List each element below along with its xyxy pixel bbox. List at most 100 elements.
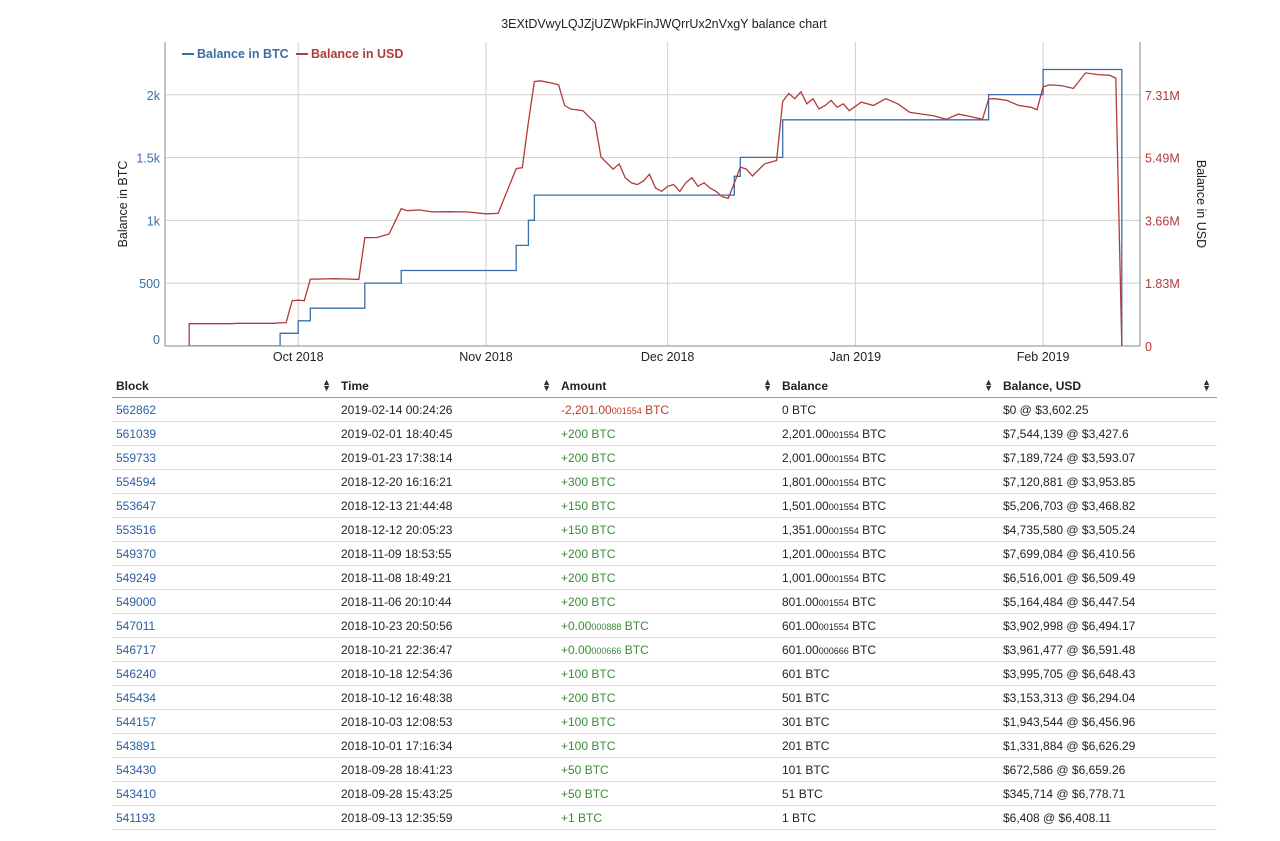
column-header-balance-usd[interactable]: Balance, USD ▲ ▼ [999, 374, 1217, 398]
cell-balance-usd: $5,164,484 @ $6,447.54 [999, 589, 1217, 614]
cell-block: 549249 [112, 565, 337, 590]
amount-unit: BTC [621, 642, 649, 657]
cell-time: 2018-12-13 21:44:48 [337, 493, 557, 518]
amount-unit: BTC [588, 546, 616, 561]
block-link[interactable]: 553516 [116, 522, 157, 537]
cell-balance: 1,351.00001554 BTC [778, 517, 999, 542]
cell-time: 2018-09-13 12:35:59 [337, 805, 557, 830]
balance-main: 201 [782, 738, 803, 753]
block-link[interactable]: 543430 [116, 762, 157, 777]
block-link[interactable]: 562862 [116, 402, 157, 417]
block-link[interactable]: 549000 [116, 594, 157, 609]
cell-amount: +200 BTC [557, 445, 778, 470]
balance-unit: BTC [795, 786, 823, 801]
cell-balance: 1,501.00001554 BTC [778, 493, 999, 518]
balance-main: 601 [782, 666, 803, 681]
amount-unit: BTC [588, 738, 616, 753]
balance-unit: BTC [802, 714, 830, 729]
sort-updown-icon[interactable]: ▲ ▼ [322, 377, 331, 393]
sort-updown-icon[interactable]: ▲ ▼ [763, 377, 772, 393]
block-link[interactable]: 546717 [116, 642, 157, 657]
cell-amount: +150 BTC [557, 517, 778, 542]
sort-updown-icon[interactable]: ▲ ▼ [984, 377, 993, 393]
amount-main: +300 [561, 474, 589, 489]
cell-block: 549000 [112, 589, 337, 614]
column-header-label: Balance, USD [1003, 378, 1082, 393]
cell-time: 2018-11-08 18:49:21 [337, 565, 557, 590]
cell-time: 2018-11-06 20:10:44 [337, 589, 557, 614]
balance-main: 1,351.00 [782, 522, 829, 537]
balance-main: 2,201.00 [782, 426, 829, 441]
balance-unit: BTC [802, 762, 830, 777]
sort-updown-icon[interactable]: ▲ ▼ [1202, 377, 1211, 393]
block-link[interactable]: 547011 [116, 618, 156, 633]
y-right-tick-label: 3.66M [1145, 214, 1180, 228]
block-link[interactable]: 545434 [116, 690, 157, 705]
amount-unit: BTC [588, 666, 616, 681]
amount-main: +50 [561, 786, 582, 801]
column-header-amount[interactable]: Amount ▲ ▼ [557, 374, 778, 398]
column-header-label: Block [116, 378, 149, 393]
cell-balance-usd: $7,544,139 @ $3,427.6 [999, 421, 1217, 446]
cell-block: 543410 [112, 781, 337, 806]
cell-block: 554594 [112, 469, 337, 494]
cell-time: 2019-02-01 18:40:45 [337, 421, 557, 446]
chart-axes: Oct 2018 Nov 2018 Dec 2018 Jan 2019 Feb 2019… [136, 42, 1180, 364]
block-link[interactable]: 544157 [116, 714, 157, 729]
balance-unit: BTC [858, 450, 887, 465]
block-link[interactable]: 546240 [116, 666, 157, 681]
column-header-label: Balance [782, 378, 829, 393]
x-tick-label: Jan 2019 [830, 350, 881, 364]
balance-main: 1 [782, 810, 789, 825]
cell-time: 2018-12-12 20:05:23 [337, 517, 557, 542]
amount-unit: BTC [621, 618, 649, 633]
table-row: 553647 2018-12-13 21:44:48 +150 BTC 1,501.0… [112, 493, 1217, 518]
cell-block: 545434 [112, 685, 337, 710]
column-header-balance[interactable]: Balance ▲ ▼ [778, 374, 999, 398]
amount-main: +0.00 [561, 642, 592, 657]
cell-time: 2018-09-28 18:41:23 [337, 757, 557, 782]
balance-unit: BTC [802, 738, 830, 753]
x-tick-label: Nov 2018 [459, 350, 513, 364]
balance-sub: 001554 [828, 453, 859, 464]
y-right-tick-label: 5.49M [1145, 151, 1180, 165]
cell-balance-usd: $6,408 @ $6,408.11 [999, 805, 1217, 830]
block-link[interactable]: 553647 [116, 498, 157, 513]
table-row: 545434 2018-10-12 16:48:38 +200 BTC 501 BTC… [112, 685, 1217, 710]
balance-main: 1,201.00 [782, 546, 829, 561]
balance-unit: BTC [858, 546, 887, 561]
balance-unit: BTC [788, 810, 817, 825]
cell-block: 549370 [112, 541, 337, 566]
column-header-time[interactable]: Time ▲ ▼ [337, 374, 557, 398]
cell-balance-usd: $3,153,313 @ $6,294.04 [999, 685, 1217, 710]
block-link[interactable]: 549370 [116, 546, 157, 561]
cell-block: 559733 [112, 445, 337, 470]
cell-amount: +200 BTC [557, 589, 778, 614]
amount-unit: BTC [588, 450, 616, 465]
column-header-block[interactable]: Block ▲ ▼ [112, 374, 337, 398]
cell-balance-usd: $345,714 @ $6,778.71 [999, 781, 1217, 806]
block-link[interactable]: 543410 [116, 786, 157, 801]
cell-balance: 1,801.00001554 BTC [778, 469, 999, 494]
x-tick-label: Dec 2018 [641, 350, 695, 364]
sort-updown-icon[interactable]: ▲ ▼ [542, 377, 551, 393]
column-header-label: Time [341, 378, 369, 393]
amount-main: +200 [561, 594, 589, 609]
cell-block: 561039 [112, 421, 337, 446]
block-link[interactable]: 561039 [116, 426, 157, 441]
block-link[interactable]: 559733 [116, 450, 157, 465]
block-link[interactable]: 541193 [116, 810, 156, 825]
y-left-tick-label: 0 [153, 333, 160, 347]
cell-block: 544157 [112, 709, 337, 734]
balance-unit: BTC [858, 474, 887, 489]
balance-sub: 001554 [818, 621, 849, 632]
amount-main: +200 [561, 690, 589, 705]
y-left-tick-label: 500 [139, 277, 160, 291]
block-link[interactable]: 549249 [116, 570, 157, 585]
x-tick-label: Feb 2019 [1017, 350, 1070, 364]
block-link[interactable]: 543891 [116, 738, 157, 753]
cell-amount: +100 BTC [557, 661, 778, 686]
cell-balance-usd: $0 @ $3,602.25 [999, 397, 1217, 422]
block-link[interactable]: 554594 [116, 474, 157, 489]
table-row: 561039 2019-02-01 18:40:45 +200 BTC 2,201.0… [112, 421, 1217, 446]
